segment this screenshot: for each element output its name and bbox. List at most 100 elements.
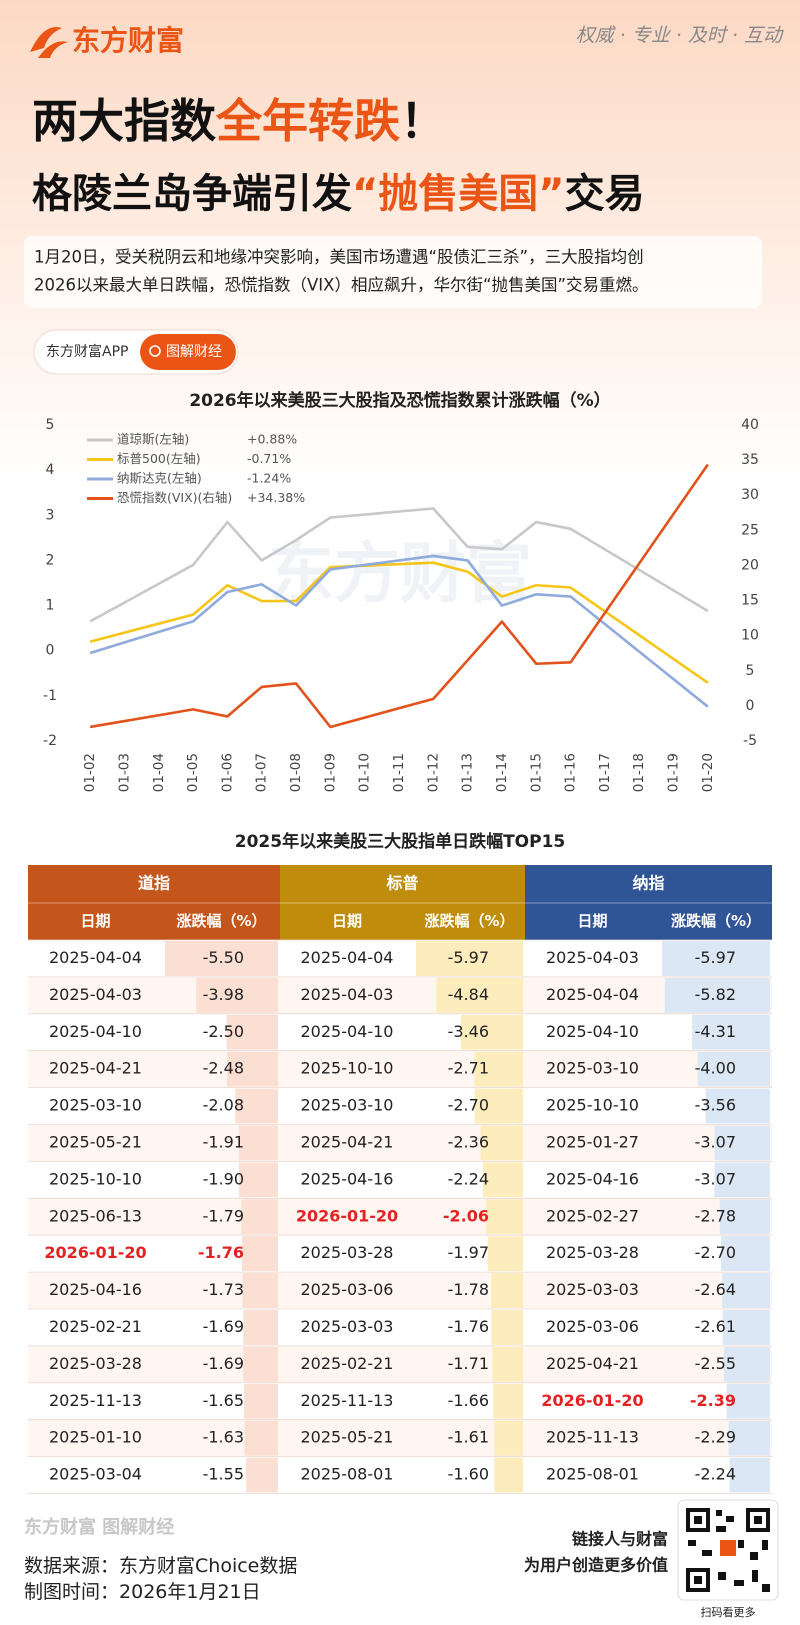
value-cell: -3.56 (695, 1096, 736, 1115)
date-cell: 2026-01-20 (44, 1243, 146, 1262)
data-bar (242, 1273, 278, 1308)
column-header: 涨跌幅（%） (424, 912, 514, 930)
data-bar (729, 1457, 770, 1493)
footer-slogan: 为用户创造更多价值 (524, 1556, 668, 1575)
legend-value: +0.88% (247, 432, 297, 447)
date-cell: 2025-04-21 (546, 1354, 639, 1373)
value-cell: -2.48 (203, 1059, 244, 1078)
y2-tick-label: 35 (741, 452, 759, 468)
date-cell: 2025-02-21 (49, 1317, 142, 1336)
data-bar (227, 1051, 278, 1087)
data-bar (486, 1199, 523, 1235)
group-header-bg (280, 865, 525, 940)
row-bg (28, 1345, 772, 1383)
date-cell: 2025-11-13 (546, 1428, 639, 1447)
value-cell: -2.70 (695, 1243, 736, 1262)
date-cell: 2025-03-28 (49, 1354, 142, 1373)
data-bar (714, 1162, 770, 1198)
value-cell: -2.71 (448, 1059, 489, 1078)
value-cell: -4.84 (448, 985, 489, 1004)
data-bar (238, 1125, 278, 1161)
title-part: 全年转跌 (215, 94, 400, 148)
date-cell: 2025-04-10 (49, 1022, 142, 1041)
logo-icon (30, 27, 68, 58)
x-tick-label: 01-08 (288, 753, 304, 792)
y2-tick-label: -5 (743, 733, 757, 749)
column-header: 日期 (80, 912, 110, 930)
value-cell: -1.91 (203, 1132, 244, 1151)
label: 数据来源： (24, 1555, 119, 1577)
line-chart: -2 -1 0 1 2 3 4 5 -5 0 5 10 15 20 25 30 35 40 01-02 01-03 01… (43, 417, 759, 792)
date-cell: 2025-03-28 (301, 1243, 394, 1262)
value-cell: -4.31 (695, 1022, 736, 1041)
data-bar (493, 1383, 523, 1419)
data-bar (243, 1346, 278, 1382)
title-line2: 格陵兰岛争端引发“抛售美国”交易 (32, 171, 645, 217)
value-cell: -5.50 (203, 948, 244, 967)
intro-line: 2026以来最大单日跌幅，恐慌指数（VIX）相应飙升，华尔街“抛售美国”交易重燃… (34, 276, 649, 295)
x-tick-label: 01-02 (82, 753, 98, 792)
row-bg (28, 1198, 772, 1236)
date-cell: 2025-04-04 (546, 985, 639, 1004)
value-cell: -3.98 (203, 985, 244, 1004)
value-cell: -1.69 (203, 1354, 244, 1373)
value: 2026年1月21日 (119, 1581, 261, 1603)
series-line (89, 507, 709, 623)
footer-slogan: 链接人与财富 (572, 1530, 668, 1549)
data-bar (238, 1162, 278, 1198)
value-cell: -2.50 (203, 1022, 244, 1041)
value-cell: -3.46 (448, 1022, 489, 1041)
data-bar (460, 1014, 523, 1050)
date-cell: 2025-08-01 (301, 1465, 394, 1484)
intro-line: 1月20日，受关税阴云和地缘冲突影响，美国市场遭遇“股债汇三杀”，三大股指均创 (34, 248, 644, 267)
row-bg (28, 1235, 772, 1273)
x-tick-label: 01-05 (185, 753, 201, 792)
date-cell: 2025-02-21 (301, 1354, 394, 1373)
date-cell: 2025-06-13 (49, 1206, 142, 1225)
series-line (89, 554, 709, 708)
date-cell: 2025-04-10 (301, 1022, 394, 1041)
data-bar (482, 1162, 523, 1198)
data-bar (474, 1088, 523, 1124)
date-cell: 2025-04-03 (546, 948, 639, 967)
row-bg (28, 1161, 772, 1199)
intro-box (24, 236, 762, 308)
value-cell: -2.55 (695, 1354, 736, 1373)
row-bg (28, 1013, 772, 1051)
x-tick-label: 01-19 (666, 753, 682, 792)
date-cell: 2025-10-10 (301, 1059, 394, 1078)
qr-code (686, 1508, 770, 1592)
x-tick-label: 01-04 (151, 753, 167, 792)
tag: 东方财富APP (46, 343, 128, 360)
date-cell: 2025-04-16 (546, 1169, 639, 1188)
legend-label: 纳斯达克(左轴) (117, 471, 202, 486)
data-bar (241, 1236, 278, 1272)
column-header: 涨跌幅（%） (671, 912, 761, 930)
value-cell: -1.76 (448, 1317, 489, 1336)
y2-tick-label: 40 (741, 417, 759, 433)
value-cell: -5.97 (448, 948, 489, 967)
x-tick-label: 01-09 (322, 753, 338, 792)
logo-text: 东方财富 (72, 24, 184, 57)
y2-tick-label: 10 (741, 628, 759, 644)
data-bar (243, 1310, 278, 1345)
legend-value: +34.38% (247, 490, 305, 505)
value-cell: -2.64 (695, 1280, 736, 1299)
date-cell: 2025-03-06 (301, 1280, 394, 1299)
data-bar (436, 977, 523, 1013)
value-cell: -2.24 (448, 1169, 489, 1188)
date-cell: 2025-10-10 (49, 1169, 142, 1188)
slogan: 权威 · 专业 · 及时 · 互动 (576, 25, 784, 47)
data-bar (491, 1310, 523, 1345)
row-bg (28, 1087, 772, 1125)
title-part: 两大指数 (32, 94, 216, 148)
data-bar (244, 1420, 278, 1456)
data-bar (692, 1014, 770, 1050)
data-bar (165, 941, 278, 976)
data-bar (728, 1420, 770, 1456)
data-bar (494, 1457, 523, 1493)
date-cell: 2025-04-16 (301, 1169, 394, 1188)
series-line (89, 561, 709, 684)
title-line1: 两大指数全年转跌！ (32, 94, 446, 148)
data-bar (246, 1457, 278, 1493)
